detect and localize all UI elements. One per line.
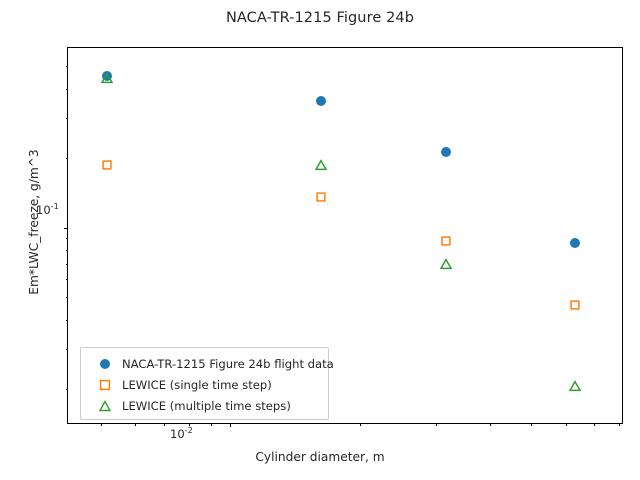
legend-item-lewice-single[interactable]: LEWICE (single time step) — [88, 374, 321, 395]
x-tick-minor — [565, 423, 567, 426]
lewice-single-point — [315, 187, 326, 206]
x-axis-label: Cylinder diameter, m — [255, 450, 385, 464]
y-tick-minor — [65, 250, 68, 252]
x-tick-minor — [210, 423, 212, 426]
y-tick-minor — [65, 279, 68, 280]
x-tick-minor — [619, 423, 621, 426]
open-square-marker-icon — [88, 379, 122, 391]
x-tick-minor — [531, 423, 533, 426]
y-tick-minor — [65, 319, 68, 321]
y-tick-minor — [65, 263, 68, 265]
filled-circle-marker-icon — [88, 358, 122, 370]
flight-data-point — [315, 92, 326, 111]
y-tick-minor — [65, 238, 68, 240]
x-tick-minor — [594, 423, 596, 426]
y-tick-minor — [65, 158, 68, 160]
y-tick-minor — [65, 389, 68, 391]
flight-data-point — [440, 143, 451, 162]
legend-item-flight-data[interactable]: NACA-TR-1215 Figure 24b flight data — [88, 353, 334, 374]
x-tick-minor — [360, 423, 361, 426]
lewice-multiple-point — [439, 255, 453, 274]
open-triangle-marker-icon — [88, 399, 122, 412]
y-tick-minor — [65, 297, 68, 299]
lewice-single-point — [102, 156, 113, 175]
lewice-multiple-point — [568, 376, 582, 395]
lewice-multiple-point — [100, 69, 114, 88]
y-tick-minor — [65, 117, 68, 119]
lewice-single-point — [570, 295, 581, 314]
legend-label-lewice-multiple: LEWICE (multiple time steps) — [122, 398, 291, 413]
x-tick-minor — [188, 423, 190, 426]
flight-data-point — [570, 234, 581, 253]
x-tick-label-1e-2: 10-2 — [170, 425, 193, 441]
y-tick-minor — [65, 348, 68, 350]
legend-item-lewice-multiple[interactable]: LEWICE (multiple time steps) — [88, 395, 321, 416]
y-tick-minor — [65, 88, 68, 90]
y-tick-major — [64, 227, 68, 229]
x-tick-minor — [100, 423, 102, 426]
x-tick-minor — [435, 423, 437, 426]
legend: NACA-TR-1215 Figure 24b flight data LEWI… — [80, 347, 334, 420]
page-title: NACA-TR-1215 Figure 24b — [225, 10, 415, 26]
x-tick-minor — [163, 423, 165, 426]
legend-label-lewice-single: LEWICE (single time step) — [122, 377, 272, 392]
lewice-multiple-point — [314, 156, 327, 175]
x-tick-minor — [134, 423, 136, 426]
legend-label-flight-data: NACA-TR-1215 Figure 24b flight data — [122, 356, 334, 371]
y-tick-minor — [65, 66, 68, 68]
lewice-single-point — [440, 231, 451, 250]
y-tick-label-1e-1: 10-1 — [36, 201, 59, 217]
y-axis-label: Em*LWC_freeze, g/m^3 — [27, 149, 41, 295]
x-tick-major — [230, 423, 232, 427]
x-tick-minor — [489, 423, 491, 426]
